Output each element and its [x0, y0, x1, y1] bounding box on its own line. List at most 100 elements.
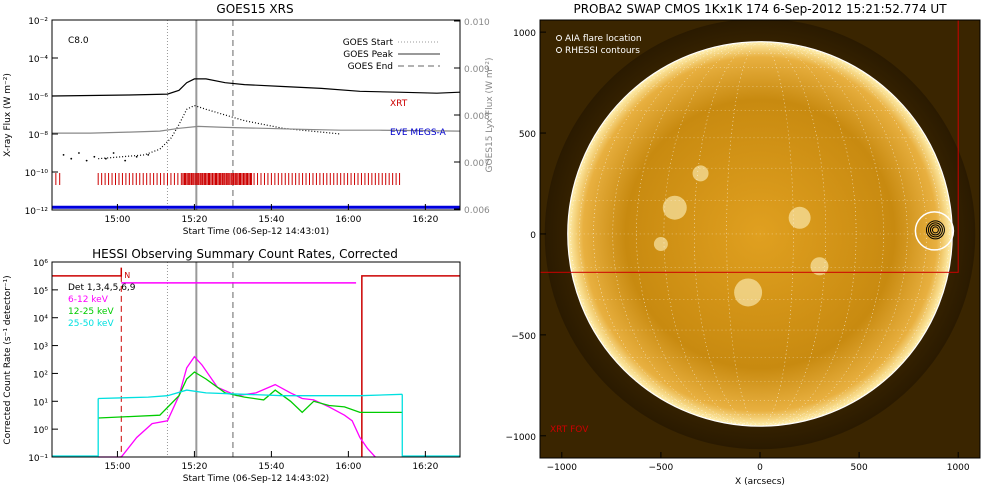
- y-tick-label: 10⁻¹²: [25, 207, 49, 217]
- x-tick-label: −1000: [547, 463, 578, 473]
- y-axis-label: Corrected Count Rate (s⁻¹ detector⁻¹): [3, 275, 13, 444]
- y-tick-label: 10⁰: [33, 426, 48, 436]
- longitude-line: [570, 41, 950, 427]
- y-tick-label: 10⁴: [33, 315, 48, 325]
- y-tick-label: 10⁻²: [28, 17, 48, 27]
- x-tick-label: −500: [649, 463, 674, 473]
- solar-grid: [567, 41, 953, 427]
- y-right-tick-label: 0.007: [464, 159, 490, 169]
- xrt-fov-label: XRT FOV: [550, 425, 589, 435]
- chart-title: GOES15 XRS: [216, 2, 293, 16]
- rhessi-contour: [927, 222, 943, 238]
- x-tick-label: 15:20: [181, 462, 207, 472]
- xrt-label: XRT: [390, 99, 408, 109]
- xrt-fov-box: [540, 20, 959, 273]
- x-tick-label: 15:40: [258, 462, 284, 472]
- detector-label: Det 1,3,4,5,6,9: [68, 283, 136, 293]
- goes-scatter-point: [124, 159, 127, 162]
- goes-scatter-point: [85, 159, 88, 162]
- hessi-series-line: [98, 355, 376, 458]
- longitude-line: [612, 41, 908, 427]
- legend-label: RHESSI contours: [565, 46, 640, 56]
- active-region: [788, 206, 811, 229]
- active-region: [662, 195, 687, 220]
- rhessi-contour: [931, 226, 939, 234]
- goes-scatter-point: [112, 152, 115, 154]
- goes-xrs-panel: GOES15 XRS 10⁻¹² 10⁻¹⁰ 10⁻⁸ 10⁻⁶ 10⁻⁴ 10⁻² 0.00…: [3, 2, 495, 237]
- chart-title: HESSI Observing Summary Count Rates, Cor…: [92, 247, 398, 261]
- goes-scatter-point: [78, 152, 80, 154]
- y-tick-label: 10⁻⁸: [28, 131, 48, 141]
- y-right-tick-label: 0.009: [464, 65, 490, 75]
- x-axis-label: Start Time (06-Sep-12 14:43:01): [183, 227, 329, 237]
- y-tick-label: 1000: [513, 29, 536, 39]
- goes-scatter-point: [62, 154, 65, 156]
- legend-marker: [556, 47, 562, 53]
- goes-scatter-point: [70, 157, 73, 160]
- x-tick-label: 15:20: [181, 215, 207, 225]
- legend-label: GOES Peak: [343, 50, 393, 60]
- x-tick-label: 16:00: [335, 215, 361, 225]
- xrt-coverage-marks: [55, 173, 401, 185]
- longitude-line: [726, 41, 794, 427]
- hessi-series-line: [98, 389, 403, 400]
- hessi-flag-line: [361, 275, 460, 457]
- active-region: [734, 278, 763, 307]
- x-axis-label: X (arcsecs): [735, 477, 785, 487]
- x-tick-label: 500: [851, 463, 868, 473]
- legend-label: GOES Start: [343, 38, 394, 48]
- y-right-tick-label: 0.006: [464, 206, 490, 216]
- goes-plot-frame: [51, 19, 461, 211]
- y-axis-label: X-ray Flux (W m⁻²): [3, 73, 13, 157]
- y-tick-label: −500: [511, 332, 536, 342]
- goes-scatter-point: [147, 154, 150, 156]
- y-tick-label: 10⁻⁶: [28, 93, 48, 103]
- x-axis-label: Start Time (06-Sep-12 14:43:02): [183, 474, 329, 484]
- y-right-tick-label: 0.010: [464, 18, 490, 28]
- goes-scatter-point: [93, 155, 96, 158]
- rhessi-contour: [929, 224, 941, 236]
- goes-series-line: [51, 78, 461, 97]
- x-tick-label: 16:20: [412, 215, 438, 225]
- goes-series-line: [98, 104, 341, 160]
- legend-label: 25-50 keV: [68, 319, 114, 329]
- y-tick-label: 10¹: [33, 398, 48, 408]
- x-tick-label: 16:00: [335, 462, 361, 472]
- y-tick-label: 0: [530, 231, 536, 241]
- y-right-axis-label: GOES15 Lyx Flux (W m⁻²): [485, 58, 495, 173]
- y-tick-label: 500: [519, 130, 536, 140]
- y-tick-label: 10⁶: [33, 259, 48, 269]
- y-right-tick-label: 0.008: [464, 112, 490, 122]
- chart-title: PROBA2 SWAP CMOS 1Kx1K 174 6-Sep-2012 15…: [573, 2, 947, 16]
- y-tick-label: 10⁻¹: [28, 454, 48, 464]
- y-tick-label: 10⁻¹⁰: [25, 169, 49, 179]
- goes-scatter-point: [104, 157, 107, 160]
- longitude-line: [593, 41, 927, 427]
- goes-dotted-scatter: [62, 152, 150, 162]
- hessi-plot-frame: [51, 261, 461, 458]
- goes-series-line: [52, 125, 461, 134]
- longitude-line: [636, 41, 884, 427]
- flare-class-label: C8.0: [68, 36, 89, 46]
- x-tick-label: 15:00: [104, 215, 130, 225]
- y-tick-label: 10²: [33, 370, 48, 380]
- legend-label: 6-12 keV: [68, 295, 109, 305]
- x-tick-label: 16:20: [412, 462, 438, 472]
- y-tick-label: 10⁻⁴: [28, 55, 48, 65]
- legend-label: 12-25 keV: [68, 307, 114, 317]
- y-tick-label: 10⁵: [33, 287, 48, 297]
- swap-panel: PROBA2 SWAP CMOS 1Kx1K 174 6-Sep-2012 15…: [506, 2, 981, 487]
- legend-marker: [556, 35, 562, 41]
- aia-flare-circle: [914, 211, 955, 251]
- rhessi-contour: [925, 220, 945, 240]
- active-region: [692, 165, 709, 182]
- solar-image: [540, 20, 980, 458]
- active-region: [810, 257, 829, 276]
- eve-label: EVE MEGS-A: [390, 128, 447, 138]
- legend-label: AIA flare location: [565, 34, 642, 44]
- x-tick-label: 15:00: [104, 462, 130, 472]
- x-tick-label: 0: [757, 463, 763, 473]
- y-tick-label: −1000: [506, 433, 537, 443]
- x-tick-label: 1000: [947, 463, 970, 473]
